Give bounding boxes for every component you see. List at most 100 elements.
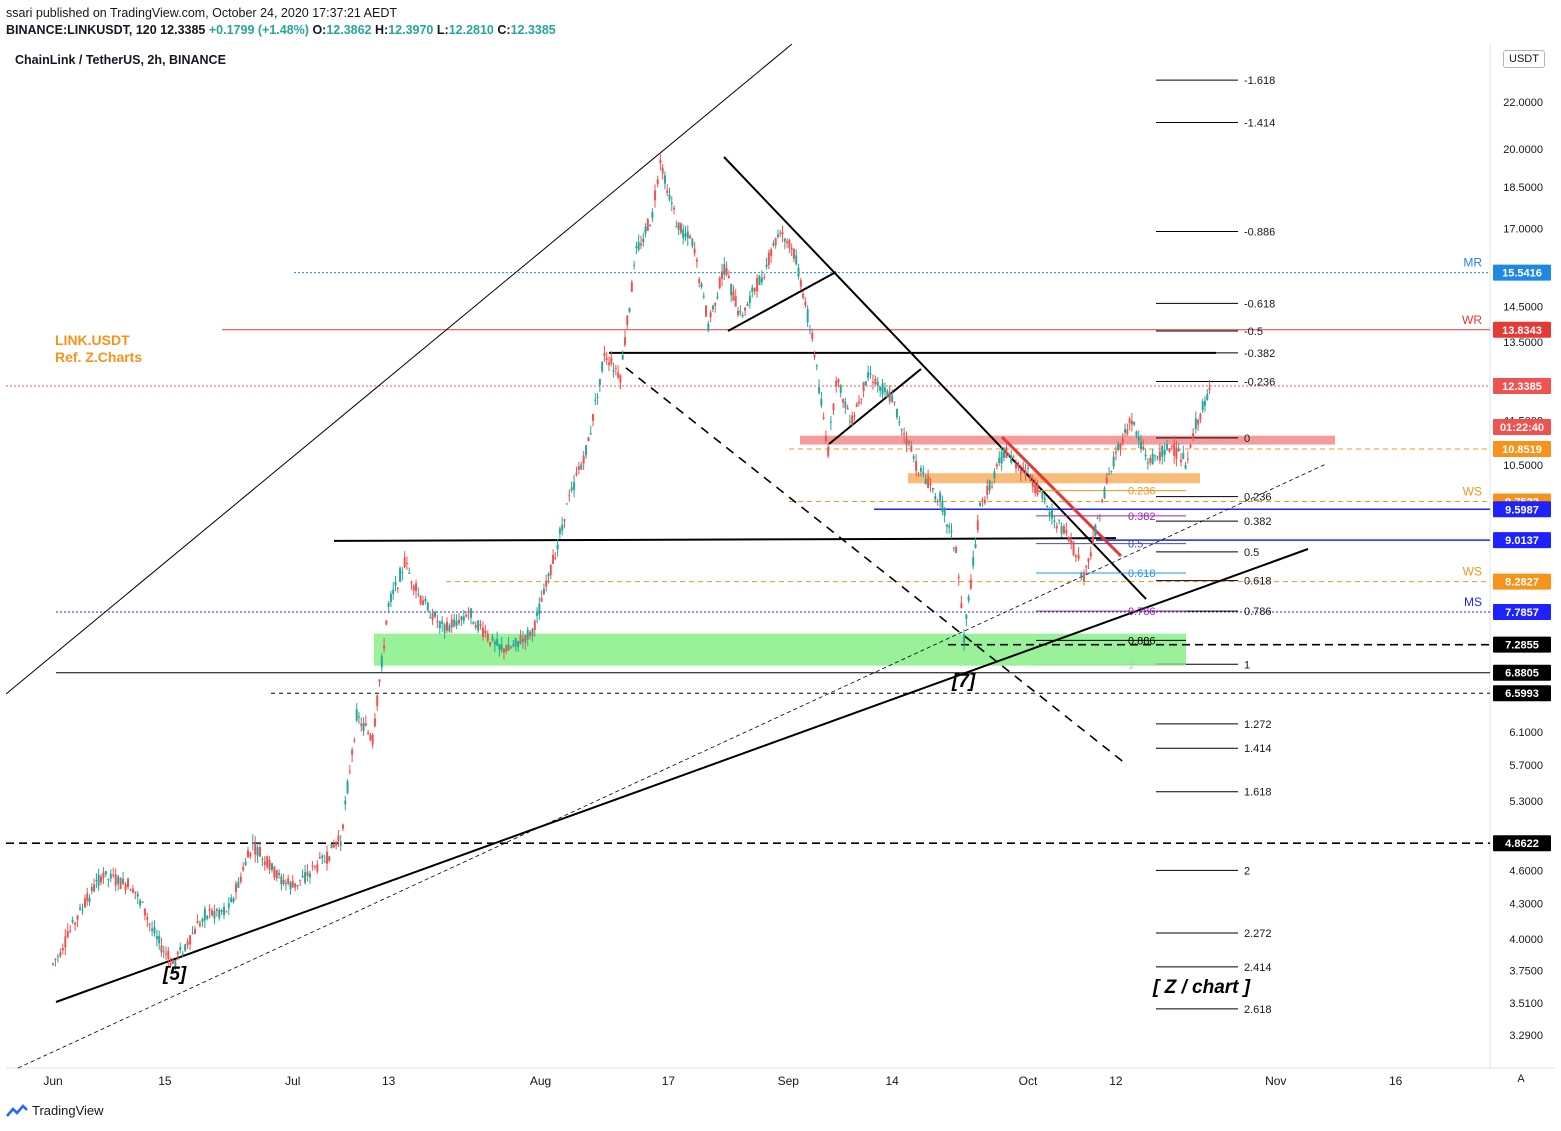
candle-body xyxy=(306,871,309,876)
fib-extension-label: -0.886 xyxy=(1244,226,1275,238)
symbol-label[interactable]: BINANCE:LINKUSDT, 120 xyxy=(6,23,157,37)
candle-body xyxy=(273,866,276,878)
candle-body xyxy=(301,875,304,878)
candle-body xyxy=(666,190,669,193)
candle-body xyxy=(589,433,592,435)
candle-body xyxy=(1065,529,1068,534)
fib-retrace-label: 0.236 xyxy=(1128,486,1156,498)
candle-body xyxy=(654,190,657,201)
level-tag: WS xyxy=(1463,484,1482,498)
candle-body xyxy=(119,877,122,889)
candle-body xyxy=(313,865,316,867)
candle-body xyxy=(673,207,676,210)
candle-body xyxy=(603,352,606,357)
candle-body xyxy=(158,935,161,944)
candle-body xyxy=(619,375,622,383)
candle-body xyxy=(802,293,805,298)
candle-body xyxy=(450,619,453,628)
candle-body xyxy=(426,602,429,611)
candle-body xyxy=(1199,413,1202,420)
candle-body xyxy=(498,644,501,650)
fib-extension-label: -0.5 xyxy=(1244,326,1263,338)
candle-body xyxy=(326,851,329,864)
candle-body xyxy=(417,593,420,595)
candle-body xyxy=(1007,453,1010,457)
candle-body xyxy=(644,226,647,234)
candle-body xyxy=(445,621,448,631)
candle-body xyxy=(129,889,132,891)
fib-retrace-label: 0.5 xyxy=(1128,539,1143,551)
candle-body xyxy=(465,614,468,617)
candle-body xyxy=(663,175,666,184)
candle-body xyxy=(626,316,629,326)
candle-body xyxy=(1027,468,1029,470)
candle-body xyxy=(371,735,374,745)
annotation-line-2: Ref. Z.Charts xyxy=(55,349,143,365)
candle-body xyxy=(851,415,854,425)
candle-body xyxy=(993,471,996,479)
candle-body xyxy=(191,933,194,935)
candle-body xyxy=(512,644,515,647)
price-label-box xyxy=(1493,532,1551,549)
price-label-text: 12.3385 xyxy=(1502,381,1542,393)
candle-body xyxy=(1024,470,1027,476)
candle-body xyxy=(201,918,204,923)
candle-body xyxy=(905,438,908,445)
candle-body xyxy=(266,856,269,867)
fib-extension-label: 0 xyxy=(1244,433,1250,445)
candle-body xyxy=(1077,555,1080,559)
candle-body xyxy=(580,464,583,470)
candle-body xyxy=(1055,525,1058,529)
red-trendline xyxy=(1000,435,1123,558)
price-label-box xyxy=(1493,636,1551,653)
candle-body xyxy=(756,277,759,292)
candle-body xyxy=(321,855,324,859)
candle-body xyxy=(514,638,517,647)
candle-body xyxy=(294,883,297,888)
price-label-box xyxy=(1493,685,1551,702)
candle-body xyxy=(415,583,418,592)
candle-body xyxy=(979,503,982,506)
candle-body xyxy=(628,308,631,312)
fib-extension-label: 0.786 xyxy=(1244,606,1272,618)
candle-body xyxy=(786,241,789,243)
candle-body xyxy=(570,487,573,491)
footer-brand[interactable]: TradingView xyxy=(6,1103,104,1118)
candle-body xyxy=(179,947,182,951)
candle-body xyxy=(83,898,86,908)
candle-body xyxy=(328,856,331,861)
candle-body xyxy=(675,226,678,228)
currency-button[interactable]: USDT xyxy=(1503,50,1545,68)
candle-body xyxy=(1163,449,1166,456)
candle-body xyxy=(79,907,82,910)
candle-body xyxy=(167,950,170,959)
candle-body xyxy=(1012,456,1015,458)
candle-body xyxy=(792,249,795,259)
price-chart[interactable]: -1.618 -1.414 -0.886 -0.618 -0.5 -0.382 -0.236… xyxy=(6,44,1555,1096)
x-tick-label: Sep xyxy=(778,1074,800,1088)
auto-scale-button[interactable]: A xyxy=(1517,1073,1525,1085)
candle-body xyxy=(412,585,415,591)
candle-body xyxy=(198,923,201,926)
candle-body xyxy=(976,520,979,531)
y-tick-label: 10.5000 xyxy=(1503,460,1543,472)
candle-body xyxy=(1060,526,1063,534)
z-chart-watermark: [ Z / chart ] xyxy=(1152,977,1251,998)
candle-body xyxy=(419,595,422,604)
candle-body xyxy=(700,283,703,287)
price-label-text: 4.8622 xyxy=(1505,838,1539,850)
candle-body xyxy=(945,524,948,527)
candle-body xyxy=(1170,445,1173,447)
candle-body xyxy=(254,842,257,855)
candle-body xyxy=(542,588,545,595)
candle-body xyxy=(832,404,835,411)
candle-body xyxy=(886,390,889,398)
candle-body xyxy=(296,885,299,887)
candle-body xyxy=(677,222,680,230)
candle-body xyxy=(991,486,994,488)
candle-body xyxy=(594,399,597,401)
candle-body xyxy=(369,734,372,741)
candle-body xyxy=(385,620,388,625)
candle-body xyxy=(341,824,344,829)
candles-group xyxy=(52,154,1211,971)
